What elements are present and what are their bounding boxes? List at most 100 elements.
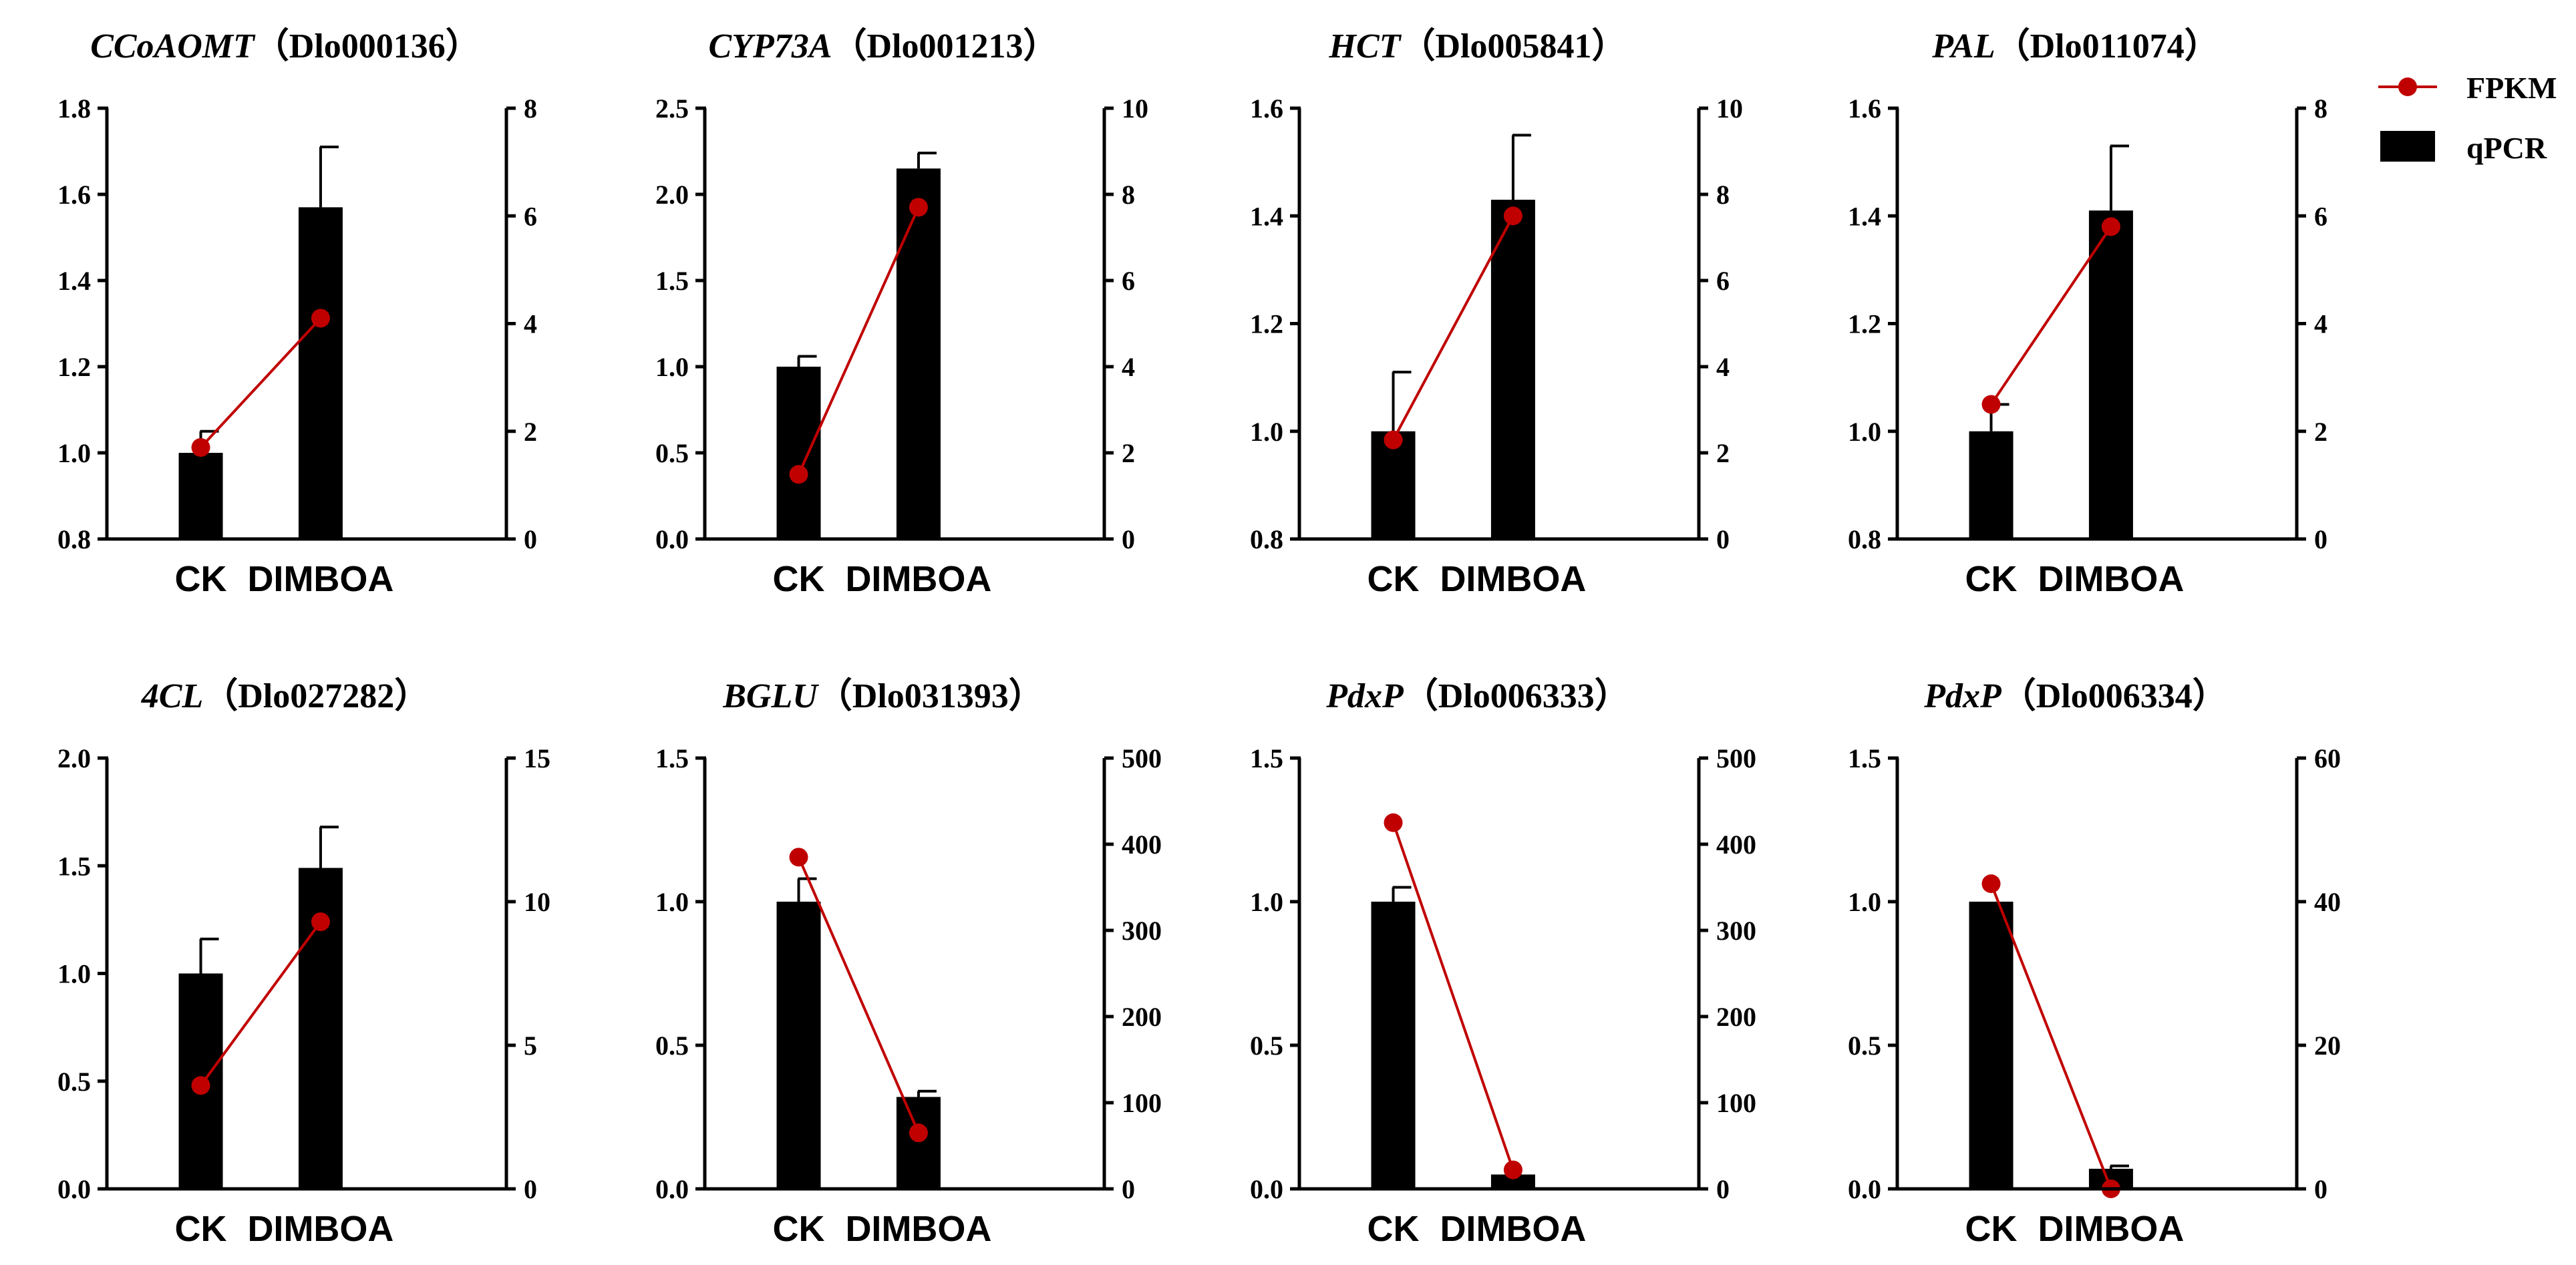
left-tick-label: 1.0 [1250, 887, 1283, 917]
qpcr-bar [776, 367, 821, 539]
right-tick-label: 0 [2314, 524, 2327, 554]
right-tick-label: 4 [1716, 352, 1730, 382]
gene-name: 4CL [141, 677, 203, 715]
gene-id: （Dlo001213） [832, 27, 1058, 65]
fpkm-line [1989, 226, 2112, 405]
category-label: DIMBOA [2038, 559, 2184, 599]
right-tick-label: 0 [1122, 524, 1135, 554]
qpcr-bar [1969, 902, 2014, 1189]
right-tick-label: 40 [2314, 887, 2341, 917]
chart-panel: BGLU（Dlo031393） 0.0 0.5 1.0 1.5 0 100 200 300 400… [655, 677, 1162, 1249]
right-tick-label: 200 [1122, 1002, 1162, 1032]
legend-fpkm-marker [2398, 77, 2417, 96]
right-tick-label: 400 [1122, 830, 1162, 860]
gene-id: （Dlo000136） [255, 27, 480, 65]
left-tick-label: 1.0 [1250, 417, 1283, 447]
legend-qpcr-swatch [2380, 131, 2435, 162]
left-tick-label: 1.5 [1848, 743, 1881, 773]
left-tick-label: 1.6 [1848, 94, 1881, 124]
chart-title: PdxP（Dlo006333） [1325, 677, 1629, 715]
qpcr-bar [178, 453, 223, 539]
left-tick-label: 1.0 [655, 887, 689, 917]
fpkm-point [2101, 217, 2120, 236]
legend-qpcr-label: qPCR [2466, 131, 2547, 165]
left-tick-label: 0.5 [1250, 1031, 1283, 1061]
left-tick-label: 0.0 [655, 524, 689, 554]
left-tick-label: 1.6 [57, 180, 91, 210]
chart-title: HCT（Dlo005841） [1329, 27, 1627, 65]
left-tick-label: 0.0 [1250, 1174, 1283, 1204]
right-tick-label: 6 [1716, 266, 1730, 296]
right-tick-label: 0 [2314, 1174, 2327, 1204]
gene-id: （Dlo011074） [1995, 27, 2219, 65]
right-tick-label: 4 [1122, 352, 1135, 382]
chart-panel: PdxP（Dlo006334） 0.0 0.5 1.0 1.5 0 20 40 60 CK DIMB… [1848, 677, 2341, 1249]
chart-title: 4CL（Dlo027282） [141, 677, 429, 715]
left-tick-label: 0.8 [1250, 524, 1283, 554]
right-tick-label: 8 [1122, 180, 1135, 210]
category-label: DIMBOA [247, 1209, 393, 1249]
left-tick-label: 2.0 [655, 180, 689, 210]
chart-panel: HCT（Dlo005841） 0.8 1.0 1.2 1.4 1.6 0 2 4 6 8 10 CK DI… [1250, 27, 1743, 599]
category-label: DIMBOA [1440, 1209, 1586, 1249]
fpkm-point [1981, 395, 2001, 414]
right-tick-label: 8 [2314, 94, 2327, 124]
category-label: CK [1367, 1209, 1420, 1249]
fpkm-point [191, 1076, 210, 1095]
fpkm-line [1392, 215, 1514, 441]
right-tick-label: 400 [1716, 830, 1756, 860]
chart-panel: 4CL（Dlo027282） 0.0 0.5 1.0 1.5 2.0 0 5 10 15 CK DIM… [57, 677, 550, 1249]
gene-id: （Dlo031393） [818, 677, 1043, 715]
gene-id: （Dlo006333） [1404, 677, 1629, 715]
chart-title: BGLU（Dlo031393） [722, 677, 1043, 715]
gene-id: （Dlo027282） [203, 677, 429, 715]
right-tick-label: 8 [1716, 180, 1730, 210]
fpkm-line [199, 920, 322, 1087]
fpkm-point [789, 848, 808, 867]
qpcr-bar [896, 1097, 941, 1189]
left-tick-label: 1.0 [57, 959, 91, 989]
chart-title: CCoAOMT（Dlo000136） [90, 27, 480, 65]
fpkm-point [191, 437, 210, 457]
chart-panel: PdxP（Dlo006333） 0.0 0.5 1.0 1.5 0 100 200 300 400… [1250, 677, 1756, 1249]
chart-panel: CYP73A（Dlo001213） 0.0 0.5 1.0 1.5 2.0 2.5 0 2 4 6 8… [655, 27, 1148, 599]
right-tick-label: 0 [524, 1174, 537, 1204]
fpkm-line [1989, 883, 2112, 1190]
gene-name: CYP73A [709, 27, 832, 65]
fpkm-line [797, 206, 920, 476]
left-tick-label: 0.5 [57, 1067, 91, 1097]
left-tick-label: 1.0 [1848, 417, 1881, 447]
right-tick-label: 6 [524, 201, 537, 231]
right-tick-label: 100 [1716, 1088, 1756, 1118]
qpcr-bar [1490, 200, 1535, 539]
right-tick-label: 6 [1122, 266, 1135, 296]
legend: FPKM qPCR [2378, 71, 2557, 165]
right-tick-label: 0 [1122, 1174, 1135, 1204]
right-tick-label: 300 [1122, 916, 1162, 946]
right-tick-label: 15 [524, 743, 550, 773]
qpcr-bar [298, 207, 343, 539]
right-tick-label: 10 [1122, 94, 1148, 124]
qpcr-bar [776, 902, 821, 1189]
category-label: DIMBOA [247, 559, 393, 599]
right-tick-label: 200 [1716, 1002, 1756, 1032]
chart-title: PAL（Dlo011074） [1931, 27, 2219, 65]
qpcr-bar [2088, 210, 2133, 539]
gene-name: PdxP [1325, 677, 1404, 715]
qpcr-bar [1371, 902, 1416, 1189]
left-tick-label: 0.5 [655, 1031, 689, 1061]
right-tick-label: 500 [1122, 743, 1162, 773]
left-tick-label: 2.5 [655, 94, 689, 124]
left-tick-label: 1.0 [1848, 887, 1881, 917]
left-tick-label: 1.2 [57, 352, 91, 382]
left-tick-label: 1.4 [1848, 201, 1881, 231]
fpkm-line [797, 856, 920, 1133]
fpkm-point [909, 198, 928, 217]
right-tick-label: 0 [1716, 1174, 1730, 1204]
left-tick-label: 1.5 [655, 266, 689, 296]
chart-title: PdxP（Dlo006334） [1923, 677, 2227, 715]
left-tick-label: 1.4 [57, 266, 91, 296]
left-tick-label: 1.5 [57, 851, 91, 881]
right-tick-label: 60 [2314, 743, 2341, 773]
